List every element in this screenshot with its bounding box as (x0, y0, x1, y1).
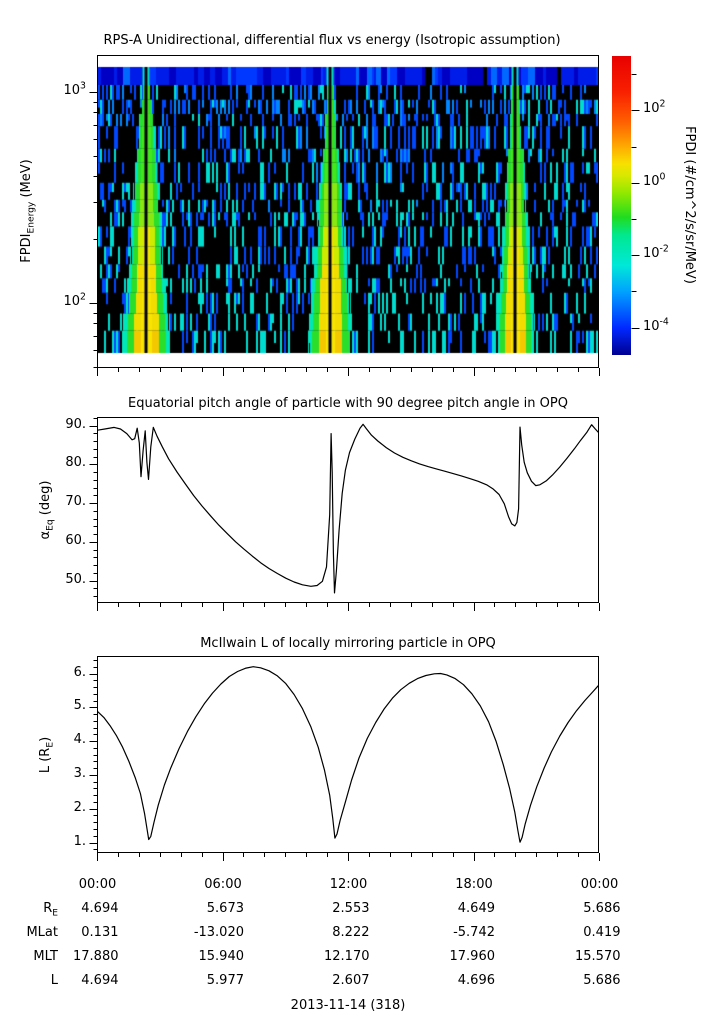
table-cell: -5.742 (453, 925, 495, 940)
pitch-tick-label: 70. (65, 494, 86, 509)
date-caption: 2013-11-14 (318) (290, 998, 406, 1013)
table-cell: 17.960 (449, 949, 496, 964)
time-tick-label: 12:00 (329, 877, 368, 892)
table-cell: 4.696 (457, 973, 495, 988)
table-cell: 0.419 (583, 925, 621, 940)
table-cell: 15.940 (198, 949, 245, 964)
pitch-angle-title: Equatorial pitch angle of particle with … (128, 396, 568, 411)
pitch-tick-label: 60. (65, 533, 86, 548)
table-cell: 5.686 (583, 973, 621, 988)
lshell-title: McIlwain L of locally mirroring particle… (200, 636, 496, 651)
pitch-angle-curve (97, 423, 599, 594)
table-cell: 5.686 (583, 901, 621, 916)
lshell-tick-label: 1. (73, 834, 86, 849)
table-cell: 17.880 (73, 949, 119, 964)
table-cell: 15.570 (575, 949, 621, 964)
spectrogram-title: RPS-A Unidirectional, differential flux … (103, 33, 561, 48)
colorbar-tick-label: 100 (643, 171, 666, 189)
lshell-panel (97, 656, 599, 853)
time-tick-label: 00:00 (580, 877, 619, 892)
table-cell: 5.977 (206, 973, 244, 988)
table-cell: 4.649 (457, 901, 495, 916)
colorbar-tick-label: 102 (643, 98, 666, 117)
table-cell: 2.553 (332, 901, 370, 916)
lshell-tick-label: 4. (73, 732, 86, 747)
table-cell: 8.222 (332, 925, 370, 940)
energy-tick-label: 103 (63, 80, 87, 98)
tick-marks (89, 74, 640, 861)
lshell-tick-label: 5. (73, 698, 86, 713)
time-tick-label: 00:00 (78, 877, 117, 892)
lshell-curve (97, 666, 599, 843)
lshell-tick-label: 6. (73, 665, 86, 680)
table-cell: 12.170 (324, 949, 370, 964)
table-row-label: L (50, 973, 58, 988)
time-tick-label: 06:00 (204, 877, 242, 892)
table-cell: 5.673 (206, 901, 244, 916)
pitch-angle-panel (97, 417, 599, 603)
lshell-tick-label: 3. (73, 766, 86, 781)
table-cell: 0.131 (81, 925, 119, 940)
pitch-tick-label: 80. (65, 455, 86, 470)
table-cell: 2.607 (332, 973, 370, 988)
lshell-tick-label: 2. (73, 800, 86, 815)
table-row-label: RE (43, 901, 58, 919)
table-cell: 4.694 (81, 901, 119, 916)
spectrogram-heatmap (98, 56, 598, 367)
table-row-label: MLat (26, 925, 58, 940)
table-cell: -13.020 (193, 925, 244, 940)
colorbar-tick-label: 10-4 (643, 316, 669, 334)
colorbar (612, 56, 631, 355)
table-row-label: MLT (33, 949, 58, 964)
energy-tick-label: 102 (63, 291, 87, 309)
time-tick-label: 18:00 (455, 877, 493, 892)
pitch-tick-label: 90. (65, 417, 86, 432)
colorbar-tick-label: 10-2 (643, 243, 669, 262)
pitch-tick-label: 50. (65, 572, 86, 587)
table-cell: 4.694 (81, 973, 119, 988)
